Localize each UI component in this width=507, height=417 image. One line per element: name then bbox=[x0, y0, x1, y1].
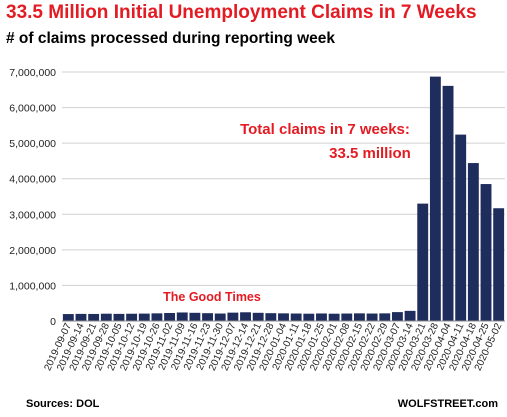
y-tick-label: 3,000,000 bbox=[9, 209, 56, 221]
bar bbox=[62, 314, 74, 321]
y-tick-label: 0 bbox=[50, 316, 56, 328]
bar bbox=[88, 313, 100, 321]
bar bbox=[455, 134, 467, 321]
bar bbox=[126, 313, 138, 321]
y-tick-label: 4,000,000 bbox=[9, 174, 56, 186]
bar bbox=[404, 310, 416, 321]
bar bbox=[214, 313, 226, 321]
bar bbox=[391, 312, 403, 321]
bar bbox=[113, 313, 125, 321]
bar bbox=[252, 312, 264, 321]
bar bbox=[240, 312, 251, 321]
x-axis-tick-labels: 2019-09-072019-09-142019-09-212019-09-28… bbox=[42, 321, 504, 372]
bar bbox=[366, 313, 378, 321]
y-tick-label: 7,000,000 bbox=[9, 67, 56, 79]
bar bbox=[75, 313, 87, 321]
bar bbox=[417, 203, 429, 321]
bar bbox=[265, 313, 277, 321]
bar bbox=[100, 313, 112, 321]
annotation-total-claims: Total claims in 7 weeks: bbox=[240, 121, 410, 138]
annotations: Total claims in 7 weeks: 33.5 million The … bbox=[163, 121, 411, 304]
bar bbox=[227, 312, 239, 321]
bar bbox=[379, 313, 391, 321]
bar bbox=[316, 313, 327, 321]
bar bbox=[341, 313, 353, 321]
bar bbox=[151, 313, 163, 321]
annotation-total-claims-value: 33.5 million bbox=[329, 145, 411, 162]
y-tick-label: 5,000,000 bbox=[9, 138, 56, 150]
source-note: Sources: DOL bbox=[26, 398, 100, 410]
bar bbox=[442, 85, 454, 321]
bar bbox=[493, 208, 505, 321]
bar bbox=[429, 76, 441, 321]
brand-label: WOLFSTREET.com bbox=[397, 398, 498, 410]
chart-subtitle: # of claims processed during reporting w… bbox=[6, 30, 336, 47]
bar bbox=[138, 313, 150, 321]
bar bbox=[290, 313, 302, 321]
chart-title: 33.5 Million Initial Unemployment Claims… bbox=[6, 2, 477, 23]
y-axis-tick-labels: 0 1,000,000 2,000,000 3,000,000 4,000,000 5,0… bbox=[9, 67, 56, 328]
bar bbox=[354, 313, 365, 321]
y-tick-label: 1,000,000 bbox=[9, 280, 56, 292]
bar bbox=[278, 313, 289, 321]
bar bbox=[164, 312, 176, 321]
bar bbox=[328, 313, 340, 321]
bar bbox=[176, 312, 188, 321]
bar bbox=[303, 313, 315, 321]
bars bbox=[62, 76, 505, 321]
y-tick-label: 2,000,000 bbox=[9, 245, 56, 257]
annotation-good-times: The Good Times bbox=[163, 290, 261, 304]
bar bbox=[202, 313, 213, 321]
y-tick-label: 6,000,000 bbox=[9, 103, 56, 115]
bar bbox=[467, 163, 479, 321]
bar bbox=[189, 312, 201, 321]
bar bbox=[480, 184, 492, 321]
